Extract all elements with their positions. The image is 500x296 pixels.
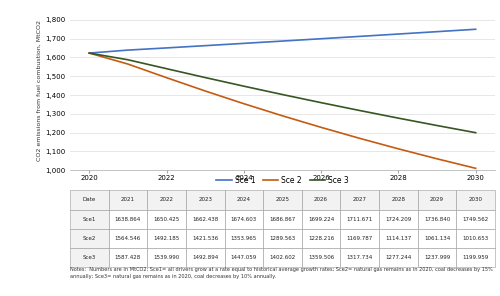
Y-axis label: CO2 emissions from fuel combustion, MtCO2: CO2 emissions from fuel combustion, MtCO… [37,20,42,161]
Text: Notes:  Numbers are in MtCO2; Sce1= all drivers grow at a rate equal to historic: Notes: Numbers are in MtCO2; Sce1= all d… [70,268,493,279]
Legend: Sce 1, Sce 2, Sce 3: Sce 1, Sce 2, Sce 3 [214,173,352,188]
